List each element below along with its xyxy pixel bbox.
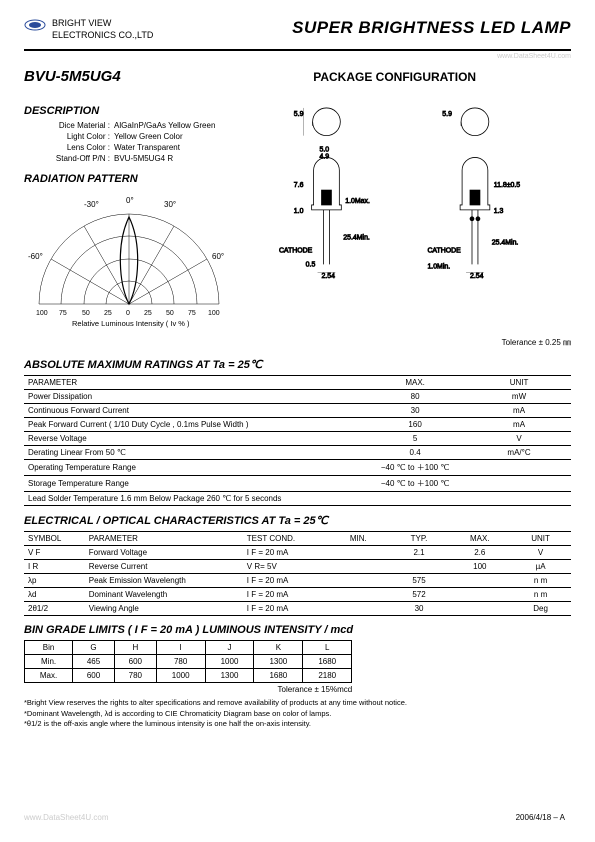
- svg-text:60°: 60°: [212, 252, 224, 261]
- company-line2: ELECTRONICS CO.,LTD: [52, 30, 153, 42]
- bin-tolerance: Tolerance ± 15%mcd: [24, 685, 352, 694]
- svg-text:1.3: 1.3: [494, 208, 504, 215]
- radiation-pattern-chart: -30° 0° 30° -60° 60° 100 75 50 25 0 25 5…: [24, 189, 234, 329]
- radiation-x-label: Relative Luminous Intensity ( Iv % ): [72, 319, 190, 328]
- description-value: BVU-5M5UG4 R: [114, 154, 173, 163]
- bin-heading: BIN GRADE LIMITS ( I F = 20 mA ) LUMINOU…: [24, 624, 571, 636]
- description-label: Light Color :: [24, 132, 114, 141]
- part-number: BVU-5M5UG4: [24, 68, 121, 85]
- header-rule: [24, 49, 571, 51]
- page-title: SUPER BRIGHTNESS LED LAMP: [292, 18, 571, 38]
- table-row: Max.6007801000130016802180: [25, 669, 352, 683]
- svg-text:5.9: 5.9: [294, 111, 304, 118]
- eoc-heading: ELECTRICAL / OPTICAL CHARACTERISTICS AT …: [24, 514, 571, 527]
- company-line1: BRIGHT VIEW: [52, 18, 153, 30]
- table-row: Lead Solder Temperature 1.6 mm Below Pac…: [24, 492, 571, 506]
- description-value: AlGaInP/GaAs Yellow Green: [114, 121, 215, 130]
- description-row: Dice Material :AlGaInP/GaAs Yellow Green: [24, 121, 254, 130]
- footnote-line: *Bright View reserves the rights to alte…: [24, 698, 571, 709]
- svg-text:0°: 0°: [126, 196, 134, 205]
- svg-text:30°: 30°: [164, 200, 176, 209]
- radiation-pattern-heading: RADIATION PATTERN: [24, 173, 254, 185]
- table-row: Reverse Voltage5V: [24, 432, 571, 446]
- svg-text:5.9: 5.9: [442, 111, 452, 118]
- svg-text:0.5: 0.5: [306, 262, 316, 269]
- description-row: Light Color :Yellow Green Color: [24, 132, 254, 141]
- table-row: λdDominant WavelengthI F = 20 mA572n m: [24, 588, 571, 602]
- table-row: I RReverse CurrentV R= 5V100µA: [24, 560, 571, 574]
- description-row: Lens Color :Water Transparent: [24, 143, 254, 152]
- svg-text:7.6: 7.6: [294, 183, 304, 190]
- description-row: Stand-Off P/N :BVU-5M5UG4 R: [24, 154, 254, 163]
- svg-text:0: 0: [126, 310, 130, 317]
- description-value: Water Transparent: [114, 143, 180, 152]
- description-label: Dice Material :: [24, 121, 114, 130]
- svg-text:-30°: -30°: [84, 200, 99, 209]
- svg-text:25: 25: [144, 310, 152, 317]
- svg-text:25.4Min.: 25.4Min.: [343, 235, 370, 242]
- svg-text:50: 50: [166, 310, 174, 317]
- svg-text:CATHODE: CATHODE: [427, 248, 461, 255]
- eoc-table: SYMBOLPARAMETERTEST COND.MIN.TYP.MAX.UNI…: [24, 531, 571, 616]
- svg-text:100: 100: [208, 310, 220, 317]
- svg-text:2.54: 2.54: [322, 274, 336, 281]
- svg-text:75: 75: [59, 310, 67, 317]
- company-logo-icon: [24, 18, 46, 32]
- table-row: Peak Forward Current ( 1/10 Duty Cycle ,…: [24, 418, 571, 432]
- footnote-line: *Dominant Wavelength, λd is according to…: [24, 709, 571, 720]
- watermark: www.DataSheet4U.com: [24, 53, 571, 60]
- svg-text:2.54: 2.54: [470, 274, 484, 281]
- svg-text:1.0Min.: 1.0Min.: [427, 264, 450, 271]
- svg-text:-60°: -60°: [28, 252, 43, 261]
- svg-text:11.8±0.5: 11.8±0.5: [494, 183, 521, 190]
- svg-text:75: 75: [188, 310, 196, 317]
- table-row: Derating Linear From 50 ℃0.4mA/°C: [24, 446, 571, 460]
- footnotes: *Bright View reserves the rights to alte…: [24, 698, 571, 730]
- tolerance-note: Tolerance ± 0.25 ㎜: [24, 337, 571, 348]
- table-row: λpPeak Emission WavelengthI F = 20 mA575…: [24, 574, 571, 588]
- table-row: Continuous Forward Current30mA: [24, 404, 571, 418]
- footer-watermark: www.DataSheet4U.com: [24, 813, 108, 822]
- amr-heading: ABSOLUTE MAXIMUM RATINGS AT Ta = 25℃: [24, 358, 571, 371]
- package-config-heading: PACKAGE CONFIGURATION: [313, 70, 476, 84]
- table-row: V FForward VoltageI F = 20 mA2.12.6V: [24, 546, 571, 560]
- table-row: Power Dissipation80mW: [24, 390, 571, 404]
- svg-text:1.0: 1.0: [294, 208, 304, 215]
- description-heading: DESCRIPTION: [24, 105, 254, 117]
- svg-text:50: 50: [82, 310, 90, 317]
- bin-table: BinGHIJKL Min.465600780100013001680Max.6…: [24, 640, 352, 683]
- header: BRIGHT VIEW ELECTRONICS CO.,LTD SUPER BR…: [24, 18, 571, 41]
- table-row: Storage Temperature Range−40 ℃ to ＋100 ℃: [24, 476, 571, 492]
- footer-date: 2006/4/18 – A: [516, 813, 565, 822]
- description-label: Stand-Off P/N :: [24, 154, 114, 163]
- svg-text:25.4Min.: 25.4Min.: [492, 240, 519, 247]
- svg-text:CATHODE: CATHODE: [279, 248, 313, 255]
- description-label: Lens Color :: [24, 143, 114, 152]
- description-value: Yellow Green Color: [114, 132, 183, 141]
- footnote-line: *θ1/2 is the off-axis angle where the lu…: [24, 719, 571, 730]
- table-row: Operating Temperature Range−40 ℃ to ＋100…: [24, 460, 571, 476]
- svg-text:4.9: 4.9: [320, 154, 330, 161]
- svg-text:25: 25: [104, 310, 112, 317]
- package-diagram: 5.9 5.0 4.9 7.6 1.0 1.0Max. 25.4Min. CAT…: [274, 95, 571, 305]
- company-name: BRIGHT VIEW ELECTRONICS CO.,LTD: [52, 18, 153, 41]
- table-row: Min.465600780100013001680: [25, 655, 352, 669]
- svg-text:1.0Max.: 1.0Max.: [345, 198, 370, 205]
- table-row: 2θ1/2Viewing AngleI F = 20 mA30Deg: [24, 602, 571, 616]
- amr-table: PARAMETERMAX.UNIT Power Dissipation80mWC…: [24, 375, 571, 506]
- svg-text:100: 100: [36, 310, 48, 317]
